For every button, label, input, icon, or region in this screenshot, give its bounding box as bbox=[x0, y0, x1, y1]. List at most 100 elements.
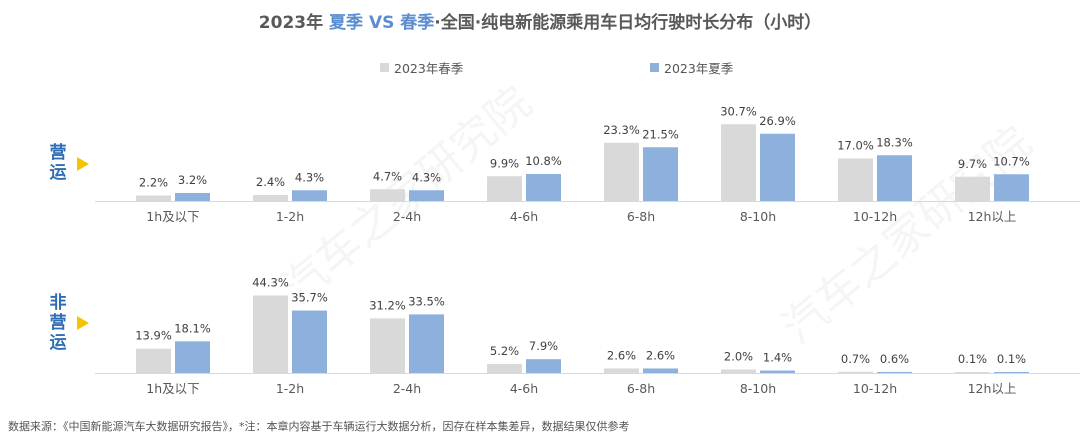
data-label: 2.6% bbox=[607, 348, 636, 362]
footer-source-note: 数据来源：《中国新能源汽车大数据研究报告》，*注：本章内容基于车辆运行大数据分析… bbox=[8, 420, 630, 433]
data-label: 18.3% bbox=[876, 135, 913, 149]
data-label: 17.0% bbox=[837, 139, 874, 153]
x-tick-label: 10-12h bbox=[853, 209, 897, 224]
x-tick-label: 1-2h bbox=[276, 209, 304, 224]
data-label: 4.3% bbox=[412, 170, 441, 184]
data-label: 2.0% bbox=[724, 350, 753, 364]
data-label: 1.4% bbox=[763, 351, 792, 365]
bar-spring bbox=[721, 124, 756, 201]
bar-chart: 2.2% 3.2% 1h及以下 2.4% 4.3% 1-2h 4.7% 4.3% 2-4h 9.9… bbox=[95, 104, 1080, 396]
legend-label-spring: 2023年春季 bbox=[394, 61, 464, 76]
x-tick-label: 12h以上 bbox=[968, 381, 1017, 396]
data-label: 30.7% bbox=[720, 104, 757, 118]
bar-spring bbox=[487, 363, 522, 373]
data-label: 3.2% bbox=[178, 173, 207, 187]
bar-summer bbox=[409, 190, 444, 201]
bar-spring bbox=[370, 189, 405, 201]
bar-summer bbox=[409, 314, 444, 373]
bar-summer bbox=[760, 133, 795, 201]
side-label-operating-char-2: 运 bbox=[49, 163, 67, 183]
bar-summer bbox=[292, 310, 327, 373]
data-label: 5.2% bbox=[490, 344, 519, 358]
data-label: 26.9% bbox=[759, 114, 796, 128]
title-rest: ·全国·纯电新能源乘用车日均行驶时长分布（小时） bbox=[434, 13, 822, 33]
data-label: 31.2% bbox=[369, 298, 406, 312]
x-tick-label: 6-8h bbox=[627, 381, 655, 396]
data-label: 2.4% bbox=[256, 175, 285, 189]
arrow-icon bbox=[77, 157, 89, 171]
data-label: 10.8% bbox=[525, 154, 562, 168]
data-label: 2.2% bbox=[139, 176, 168, 190]
x-tick-label: 4-6h bbox=[510, 209, 538, 224]
bar-summer bbox=[292, 190, 327, 201]
bar-spring bbox=[604, 368, 639, 373]
title-vs: VS bbox=[368, 13, 395, 33]
bar-summer bbox=[643, 147, 678, 201]
x-tick-label: 12h以上 bbox=[968, 209, 1017, 224]
bar-spring bbox=[721, 369, 756, 373]
title-spring: 春季 bbox=[400, 13, 435, 33]
data-label: 9.7% bbox=[958, 157, 987, 171]
data-label: 2.6% bbox=[646, 348, 675, 362]
side-label-non-operating-char-1: 非 bbox=[49, 293, 67, 313]
x-tick-label: 6-8h bbox=[627, 209, 655, 224]
legend-item-spring: 2023年春季 bbox=[380, 58, 463, 77]
bar-spring bbox=[838, 158, 873, 201]
data-label: 33.5% bbox=[408, 294, 445, 308]
side-label-non-operating-char-2: 营 bbox=[49, 313, 67, 333]
bar-summer bbox=[526, 174, 561, 201]
chart-title: 2023年 夏季 VS 春季·全国·纯电新能源乘用车日均行驶时长分布（小时） bbox=[0, 8, 1080, 33]
bar-summer bbox=[877, 155, 912, 201]
bar-summer bbox=[994, 174, 1029, 201]
side-label-non-operating-char-3: 运 bbox=[49, 333, 67, 353]
x-tick-label: 4-6h bbox=[510, 381, 538, 396]
title-summer: 夏季 bbox=[329, 13, 364, 33]
x-tick-label: 2-4h bbox=[393, 209, 421, 224]
data-label: 21.5% bbox=[642, 127, 679, 141]
legend-swatch-spring bbox=[380, 63, 389, 72]
x-tick-label: 10-12h bbox=[853, 381, 897, 396]
x-tick-label: 1h及以下 bbox=[146, 381, 199, 396]
data-label: 44.3% bbox=[252, 275, 289, 289]
data-label: 23.3% bbox=[603, 123, 640, 137]
x-tick-label: 8-10h bbox=[740, 381, 776, 396]
data-label: 0.6% bbox=[880, 352, 909, 366]
side-label-operating-char-1: 营 bbox=[49, 143, 67, 163]
data-label: 4.3% bbox=[295, 170, 324, 184]
bar-summer bbox=[526, 359, 561, 373]
data-label: 0.1% bbox=[958, 352, 987, 366]
title-year: 2023年 bbox=[258, 13, 324, 33]
data-label: 9.9% bbox=[490, 156, 519, 170]
x-tick-label: 8-10h bbox=[740, 209, 776, 224]
bar-summer bbox=[643, 368, 678, 373]
data-label: 35.7% bbox=[291, 291, 328, 305]
data-label: 0.1% bbox=[997, 352, 1026, 366]
bar-summer bbox=[877, 371, 912, 373]
bar-spring bbox=[370, 318, 405, 373]
bar-spring bbox=[136, 348, 171, 373]
bar-spring bbox=[604, 142, 639, 201]
data-label: 4.7% bbox=[373, 169, 402, 183]
arrow-icon bbox=[77, 316, 89, 330]
bar-spring bbox=[955, 372, 990, 373]
bar-spring bbox=[253, 195, 288, 201]
x-tick-label: 1-2h bbox=[276, 381, 304, 396]
data-label: 7.9% bbox=[529, 339, 558, 353]
bar-summer bbox=[760, 370, 795, 373]
bar-spring bbox=[955, 176, 990, 201]
x-tick-label: 2-4h bbox=[393, 381, 421, 396]
legend-item-summer: 2023年夏季 bbox=[650, 58, 733, 77]
bar-summer bbox=[175, 193, 210, 201]
bar-summer bbox=[175, 341, 210, 373]
side-label-operating: 营 运 bbox=[45, 143, 71, 183]
legend-swatch-summer bbox=[650, 63, 659, 72]
bar-summer bbox=[994, 372, 1029, 373]
bar-spring bbox=[136, 195, 171, 201]
bar-spring bbox=[487, 176, 522, 201]
data-label: 13.9% bbox=[135, 329, 172, 343]
legend-label-summer: 2023年夏季 bbox=[664, 61, 734, 76]
bar-spring bbox=[253, 295, 288, 373]
side-label-non-operating: 非 营 运 bbox=[45, 293, 71, 353]
data-label: 10.7% bbox=[993, 154, 1030, 168]
data-label: 18.1% bbox=[174, 321, 211, 335]
